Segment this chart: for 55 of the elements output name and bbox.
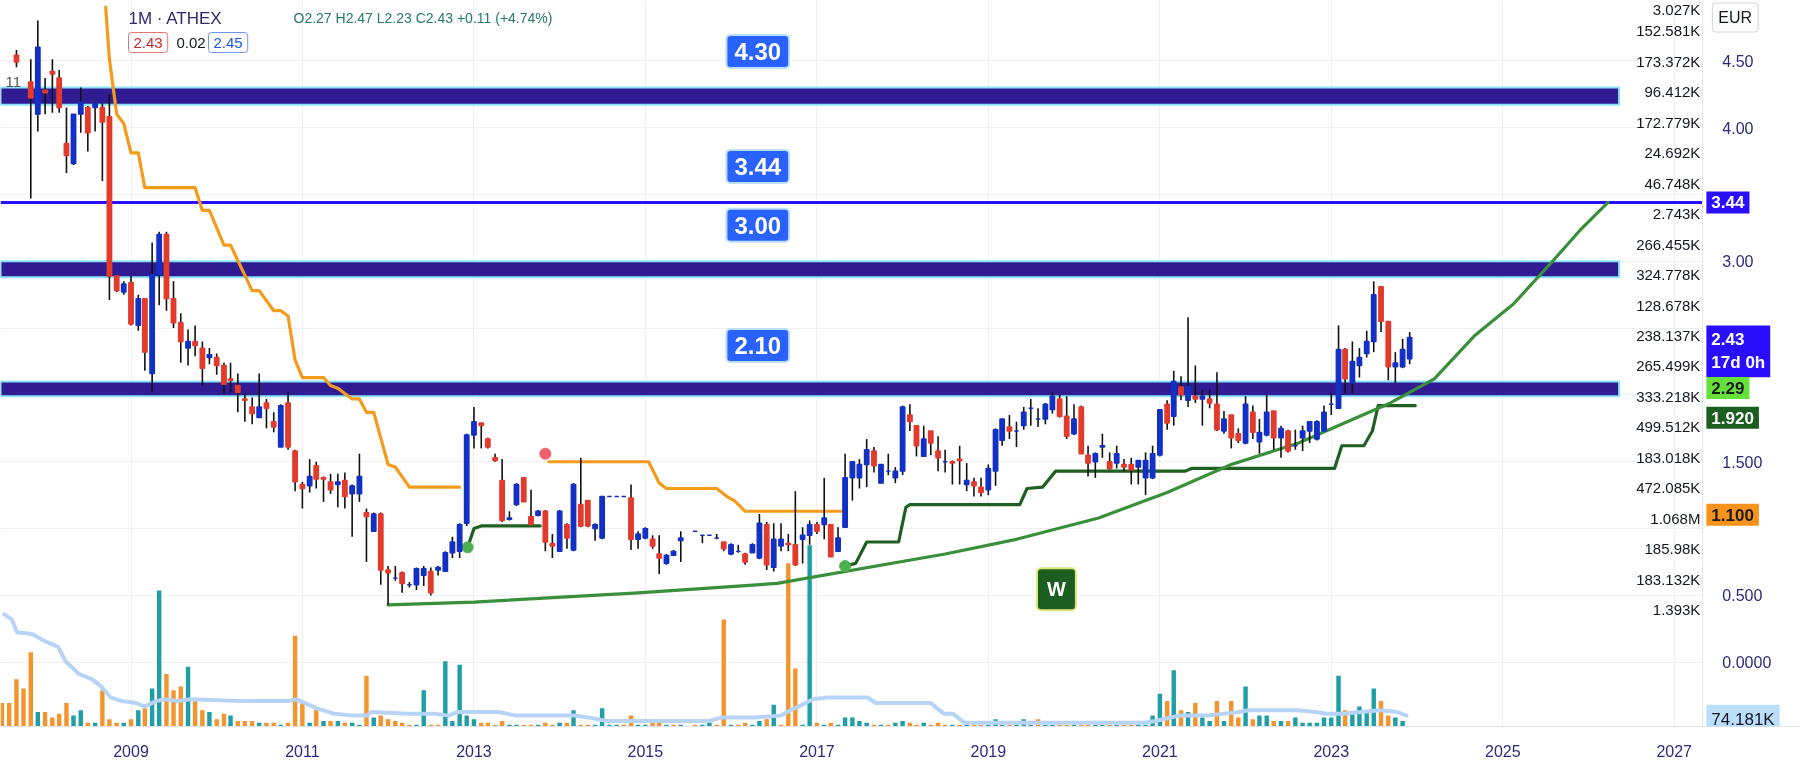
x-tick-label: 2011 — [285, 742, 320, 760]
x-tick-label: 2023 — [1313, 742, 1350, 760]
annotation: EUR — [1718, 9, 1753, 26]
x-tick-label: 2017 — [799, 742, 835, 760]
annotation: 2.29 — [1711, 378, 1745, 398]
annotation: 333.218K — [1636, 387, 1701, 405]
annotation: 238.137K — [1636, 327, 1701, 345]
annotation: 2.43 — [133, 33, 163, 51]
y-tick-label: 3.00 — [1722, 253, 1754, 271]
annotation: 74.181K — [1711, 709, 1776, 729]
annotation: 1.100 — [1711, 505, 1754, 525]
annotation: 128.678K — [1636, 296, 1701, 314]
y-tick-label: 4.00 — [1722, 119, 1754, 137]
annotation: 96.412K — [1644, 83, 1701, 101]
x-tick-label: 2009 — [113, 742, 149, 760]
ref-line-label: 3.44 — [1711, 193, 1745, 213]
x-tick-label: 2021 — [1142, 742, 1178, 760]
annotation: 499.512K — [1636, 418, 1701, 436]
annotation: W — [1047, 578, 1067, 601]
annotation: 265.499K — [1636, 357, 1701, 375]
annotation: 46.748K — [1644, 174, 1701, 192]
annotation: 185.98K — [1644, 540, 1701, 558]
x-tick-label: 2015 — [627, 742, 664, 760]
annotation: 0.02 — [176, 33, 206, 51]
x-tick-label: 2013 — [456, 742, 492, 760]
text: 3.44 — [734, 152, 782, 180]
x-tick-label: 2019 — [970, 742, 1007, 760]
annotation: 2.743K — [1652, 205, 1701, 223]
annotation: 172.779K — [1636, 113, 1701, 131]
annotation: 152.581K — [1636, 22, 1701, 40]
text: 1M · ATHEX — [128, 8, 222, 28]
annotation: 266.455K — [1636, 235, 1701, 253]
annotation: 472.085K — [1636, 479, 1701, 497]
band-label: 3.00 — [734, 211, 782, 239]
annotation: 11 — [5, 72, 22, 90]
x-tick-label: 2027 — [1656, 742, 1693, 760]
annotation: 1.920 — [1711, 408, 1754, 428]
y-tick-label: 0.0000 — [1722, 654, 1772, 672]
y-tick-label: 4.50 — [1722, 52, 1754, 70]
annotation: 3.027K — [1652, 0, 1701, 18]
band-label: 4.30 — [734, 37, 782, 65]
text: O2.27 H2.47 L2.23 C2.43 +0.11 (+4.74%) — [293, 10, 553, 27]
annotation: 173.372K — [1636, 52, 1701, 70]
annotation: 183.018K — [1636, 448, 1701, 466]
annotation: 324.778K — [1636, 266, 1701, 284]
annotation: 1.393K — [1652, 601, 1701, 619]
y-tick-label: 0.500 — [1722, 587, 1763, 605]
annotation: 183.132K — [1636, 570, 1701, 588]
annotation: 24.692K — [1644, 144, 1701, 162]
band-label: 2.10 — [734, 332, 782, 360]
x-tick-label: 2025 — [1485, 742, 1521, 760]
annotation: 2.43 17d 0h — [1711, 330, 1766, 373]
annotation: 2.45 — [213, 33, 243, 51]
y-tick-label: 1.500 — [1722, 453, 1763, 471]
annotation: 1.068M — [1650, 509, 1701, 527]
